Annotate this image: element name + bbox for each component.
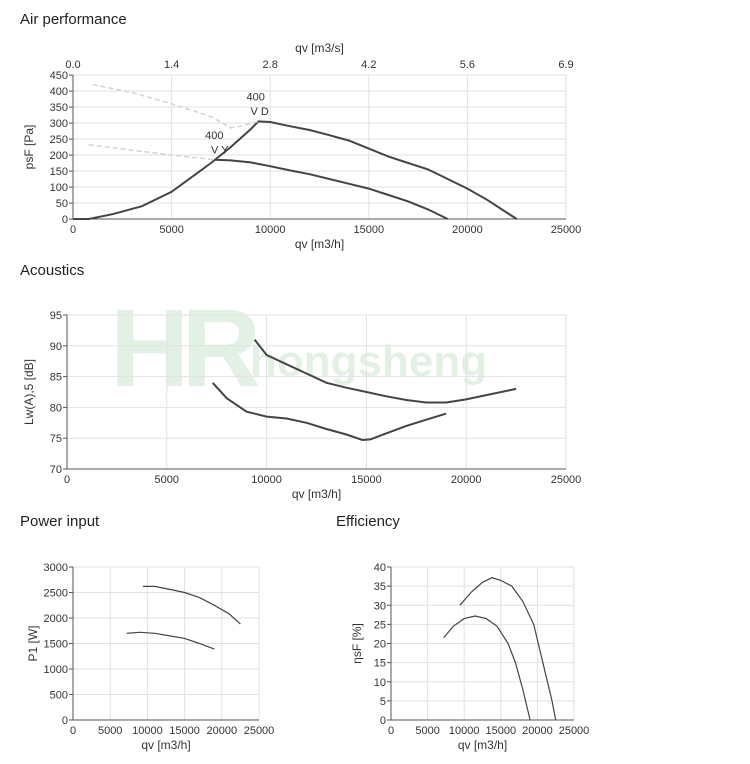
efficiency-y-tick-label: 40 xyxy=(374,562,386,574)
efficiency-y-tick-label: 30 xyxy=(374,600,386,612)
acoustics-x-tick-label: 25000 xyxy=(551,474,582,486)
acoustics-series-400-v-y xyxy=(211,382,447,442)
power-y-tick-label: 1500 xyxy=(44,639,68,651)
air-x-tick-label: 10000 xyxy=(255,224,286,236)
efficiency-y-tick-label: 25 xyxy=(374,619,386,631)
power-input-title: Power input xyxy=(20,513,100,530)
acoustics-title: Acoustics xyxy=(20,262,85,279)
acoustics-y-tick-label: 75 xyxy=(50,433,62,445)
efficiency-y-tick-label: 5 xyxy=(380,696,386,708)
acoustics-x-tick-label: 20000 xyxy=(451,474,482,486)
power-x-tick-label: 15000 xyxy=(169,725,200,737)
air-top-tick-label: 2.8 xyxy=(263,59,278,71)
acoustics-y-tick-label: 85 xyxy=(50,372,62,384)
air-y-tick-label: 300 xyxy=(50,118,68,130)
air-annotation: V D xyxy=(250,106,268,118)
air-top-tick-label: 0.0 xyxy=(65,59,80,71)
acoustics-y-tick-label: 70 xyxy=(50,464,62,476)
air-top-tick-label: 5.6 xyxy=(460,59,475,71)
power-x-tick-label: 25000 xyxy=(244,725,275,737)
efficiency-series-400-v-y xyxy=(443,615,531,721)
power-x-tick-label: 0 xyxy=(70,725,76,737)
air-annotation: V Y xyxy=(211,144,229,156)
power-series-400-v-y xyxy=(126,631,215,650)
air-top-tick-label: 1.4 xyxy=(164,59,179,71)
air-y-tick-label: 400 xyxy=(50,86,68,98)
air-x-tick-label: 0 xyxy=(70,224,76,236)
air-y-tick-label: 150 xyxy=(50,166,68,178)
air-y-tick-label: 250 xyxy=(50,134,68,146)
air-performance-title: Air performance xyxy=(20,11,127,28)
efficiency-y-tick-label: 10 xyxy=(374,677,386,689)
acoustics-x-tick-label: 5000 xyxy=(155,474,179,486)
efficiency-title: Efficiency xyxy=(336,513,400,530)
efficiency-y-tick-label: 35 xyxy=(374,581,386,593)
power-x-tick-label: 5000 xyxy=(98,725,122,737)
air-y-tick-label: 200 xyxy=(50,150,68,162)
power-y-tick-label: 3000 xyxy=(44,562,68,574)
acoustics-y-tick-label: 90 xyxy=(50,341,62,353)
air-top-tick-label: 6.9 xyxy=(558,59,573,71)
air-y-tick-label: 100 xyxy=(50,182,68,194)
air-series-400-v-y xyxy=(214,158,449,220)
acoustics-x-tick-label: 15000 xyxy=(351,474,382,486)
power-y-axis-label: P1 [W] xyxy=(26,625,40,661)
air-top-tick-label: 4.2 xyxy=(361,59,376,71)
efficiency-x-tick-label: 15000 xyxy=(486,725,517,737)
acoustics-series-400-v-d xyxy=(253,338,517,404)
air-x-tick-label: 15000 xyxy=(354,224,385,236)
air-annotation: 400 xyxy=(205,130,223,142)
acoustics-y-tick-label: 95 xyxy=(50,310,62,322)
efficiency-x-axis-label: qv [m3/h] xyxy=(458,738,507,752)
efficiency-y-tick-label: 15 xyxy=(374,658,386,670)
air-top-axis-label: qv [m3/s] xyxy=(295,41,344,55)
air-x-tick-label: 5000 xyxy=(159,224,183,236)
efficiency-x-tick-label: 20000 xyxy=(522,725,553,737)
air-y-axis-label: psF [Pa] xyxy=(22,125,36,170)
power-y-tick-label: 1000 xyxy=(44,664,68,676)
air-y-tick-label: 350 xyxy=(50,102,68,114)
power-y-tick-label: 0 xyxy=(62,715,68,727)
air-series-400-v-d-stall xyxy=(92,83,259,129)
acoustics-y-axis-label: Lw(A),5 [dB] xyxy=(22,359,36,425)
air-series-400-v-y-stall xyxy=(88,144,216,161)
acoustics-y-tick-label: 80 xyxy=(50,402,62,414)
air-annotation: 400 xyxy=(247,92,265,104)
efficiency-x-tick-label: 10000 xyxy=(449,725,480,737)
air-y-tick-label: 0 xyxy=(62,214,68,226)
efficiency-series-400-v-d xyxy=(459,577,557,721)
power-x-axis-label: qv [m3/h] xyxy=(141,738,190,752)
efficiency-x-tick-label: 25000 xyxy=(559,725,590,737)
air-series-400-v-d xyxy=(73,120,518,220)
air-x-axis-label: qv [m3/h] xyxy=(295,237,344,251)
efficiency-y-tick-label: 20 xyxy=(374,639,386,651)
efficiency-y-axis-label: ηsF [%] xyxy=(350,623,364,664)
efficiency-x-tick-label: 5000 xyxy=(415,725,439,737)
power-x-tick-label: 10000 xyxy=(132,725,163,737)
acoustics-x-tick-label: 0 xyxy=(64,474,70,486)
power-x-tick-label: 20000 xyxy=(207,725,238,737)
power-y-tick-label: 2500 xyxy=(44,588,68,600)
acoustics-x-tick-label: 10000 xyxy=(251,474,282,486)
air-x-tick-label: 25000 xyxy=(551,224,582,236)
efficiency-x-tick-label: 0 xyxy=(388,725,394,737)
power-series-400-v-d xyxy=(142,585,241,625)
air-y-tick-label: 450 xyxy=(50,70,68,82)
efficiency-y-tick-label: 0 xyxy=(380,715,386,727)
power-y-tick-label: 2000 xyxy=(44,613,68,625)
acoustics-x-axis-label: qv [m3/h] xyxy=(292,487,341,501)
air-y-tick-label: 50 xyxy=(56,198,68,210)
power-y-tick-label: 500 xyxy=(50,690,68,702)
air-x-tick-label: 20000 xyxy=(452,224,483,236)
